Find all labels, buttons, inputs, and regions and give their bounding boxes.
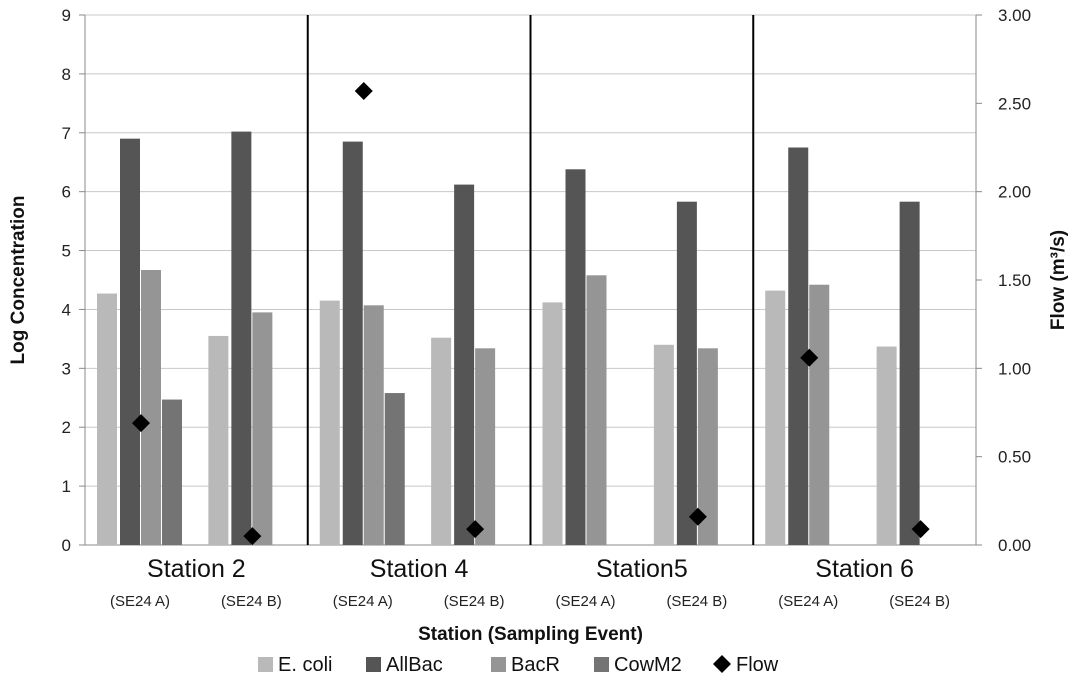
y-tick-label: 9 — [62, 6, 71, 25]
y-tick-label: 3 — [62, 359, 71, 378]
y2-tick-label: 0.50 — [998, 448, 1031, 467]
legend-swatch — [258, 657, 273, 672]
bar-e-coli — [653, 344, 674, 545]
bar-bacr — [809, 284, 830, 545]
bar-allbac — [565, 169, 586, 546]
y-tick-label: 0 — [62, 536, 71, 555]
y2-tick-label: 2.50 — [998, 94, 1031, 113]
flow-marker — [911, 520, 930, 539]
event-label: (SE24 B) — [889, 593, 950, 610]
bar-allbac — [899, 201, 920, 545]
bar-allbac — [342, 141, 363, 545]
y-tick-label: 1 — [62, 477, 71, 496]
flow-marker — [132, 414, 150, 433]
bar-cowm2 — [384, 393, 405, 545]
event-label: (SE24 A) — [778, 593, 838, 610]
flow-marker — [800, 348, 819, 367]
event-label: (SE24 A) — [110, 593, 170, 610]
bar-allbac — [788, 147, 809, 545]
y2-tick-label: 0.00 — [998, 536, 1031, 555]
bar-e-coli — [876, 346, 897, 545]
y-tick-label: 8 — [62, 65, 71, 84]
y2-axis-title: Flow (m³/s) — [1048, 230, 1069, 330]
y-tick-label: 2 — [62, 418, 71, 437]
bar-allbac — [231, 131, 252, 545]
legend-label: CowM2 — [614, 654, 682, 676]
station-label: Station 6 — [815, 555, 914, 583]
legend-swatch — [366, 657, 381, 672]
bar-bacr — [586, 275, 607, 545]
event-label: (SE24 B) — [221, 593, 282, 610]
event-label: (SE24 B) — [444, 593, 505, 610]
legend-swatch — [491, 657, 506, 672]
bar-e-coli — [208, 335, 229, 545]
y-axis-title: Log Concentration — [8, 196, 29, 365]
bar-allbac — [454, 184, 475, 545]
bar-e-coli — [319, 300, 340, 545]
bar-bacr — [697, 348, 718, 545]
bar-bacr — [252, 312, 273, 545]
flow-marker — [243, 527, 262, 546]
y2-tick-label: 1.00 — [998, 359, 1031, 378]
legend-label: AllBac — [386, 654, 443, 676]
y-tick-label: 7 — [62, 124, 71, 143]
y2-tick-label: 1.50 — [998, 271, 1031, 290]
event-label: (SE24 A) — [555, 593, 615, 610]
bar-bacr — [475, 348, 496, 545]
legend-label: Flow — [736, 654, 779, 676]
legend-swatch — [713, 655, 731, 673]
station-label: Station5 — [596, 555, 688, 583]
bar-bacr — [363, 305, 384, 545]
y2-tick-label: 2.00 — [998, 183, 1031, 202]
x-axis-title: Station (Sampling Event) — [418, 624, 643, 645]
bar-allbac — [676, 201, 697, 545]
station-label: Station 4 — [370, 555, 469, 583]
bar-cowm2 — [162, 399, 182, 545]
flow-marker — [354, 81, 373, 100]
bar-e-coli — [97, 293, 117, 545]
legend-label: E. coli — [278, 654, 332, 676]
y-tick-label: 5 — [62, 242, 71, 261]
bar-e-coli — [431, 337, 452, 545]
y-tick-label: 6 — [62, 183, 71, 202]
event-label: (SE24 A) — [333, 593, 393, 610]
legend-label: BacR — [511, 654, 560, 676]
bar-allbac — [120, 138, 140, 545]
bar-bacr — [141, 269, 161, 545]
flow-marker — [466, 520, 485, 539]
bar-e-coli — [542, 302, 563, 545]
station-label: Station 2 — [147, 555, 246, 583]
y-tick-label: 4 — [62, 300, 71, 319]
flow-marker — [688, 507, 707, 526]
y2-tick-label: 3.00 — [998, 6, 1031, 25]
legend-swatch — [594, 657, 609, 672]
bar-e-coli — [765, 290, 786, 545]
event-label: (SE24 B) — [666, 593, 727, 610]
